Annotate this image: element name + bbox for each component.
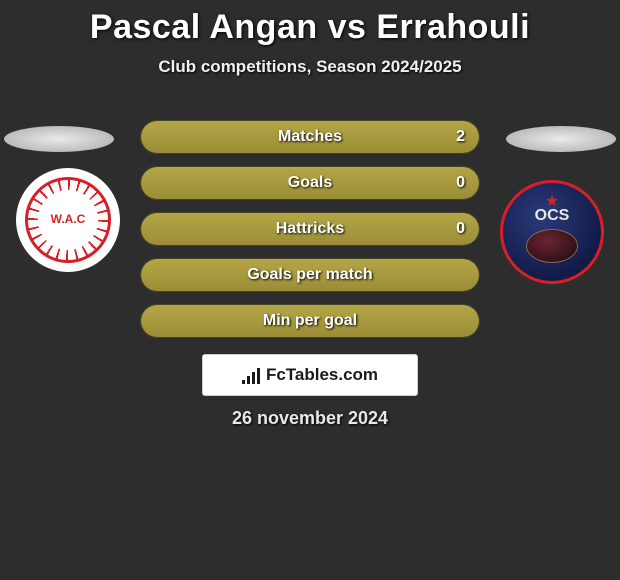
page-subtitle: Club competitions, Season 2024/2025 bbox=[0, 57, 620, 77]
stat-label: Goals per match bbox=[141, 259, 479, 291]
stat-row: Hattricks0 bbox=[140, 212, 480, 246]
brand-bar bbox=[242, 380, 245, 384]
rugby-ball-icon bbox=[526, 229, 578, 263]
left-club-crest: W.A.C bbox=[16, 168, 120, 272]
left-ellipse-decoration bbox=[4, 126, 114, 152]
brand-bar bbox=[252, 372, 255, 384]
stat-row: Matches2 bbox=[140, 120, 480, 154]
brand-bar bbox=[247, 376, 250, 384]
stat-value-right: 0 bbox=[456, 213, 465, 245]
stat-row: Goals0 bbox=[140, 166, 480, 200]
stat-label: Matches bbox=[141, 121, 479, 153]
stat-label: Goals bbox=[141, 167, 479, 199]
brand-bar bbox=[257, 368, 260, 384]
bars-icon bbox=[242, 366, 260, 384]
right-club-crest: ★ OCS bbox=[500, 180, 604, 284]
stat-value-right: 0 bbox=[456, 167, 465, 199]
stat-label: Hattricks bbox=[141, 213, 479, 245]
left-crest-label: W.A.C bbox=[38, 190, 98, 250]
stat-row: Min per goal bbox=[140, 304, 480, 338]
right-crest-label: OCS bbox=[535, 207, 570, 225]
right-ellipse-decoration bbox=[506, 126, 616, 152]
stats-panel: Matches2Goals0Hattricks0Goals per matchM… bbox=[140, 120, 480, 350]
brand-badge: FcTables.com bbox=[202, 354, 418, 396]
page-title: Pascal Angan vs Errahouli bbox=[0, 0, 620, 47]
date-stamp: 26 november 2024 bbox=[0, 408, 620, 429]
stat-label: Min per goal bbox=[141, 305, 479, 337]
brand-text: FcTables.com bbox=[266, 365, 378, 385]
stat-value-right: 2 bbox=[456, 121, 465, 153]
stat-row: Goals per match bbox=[140, 258, 480, 292]
